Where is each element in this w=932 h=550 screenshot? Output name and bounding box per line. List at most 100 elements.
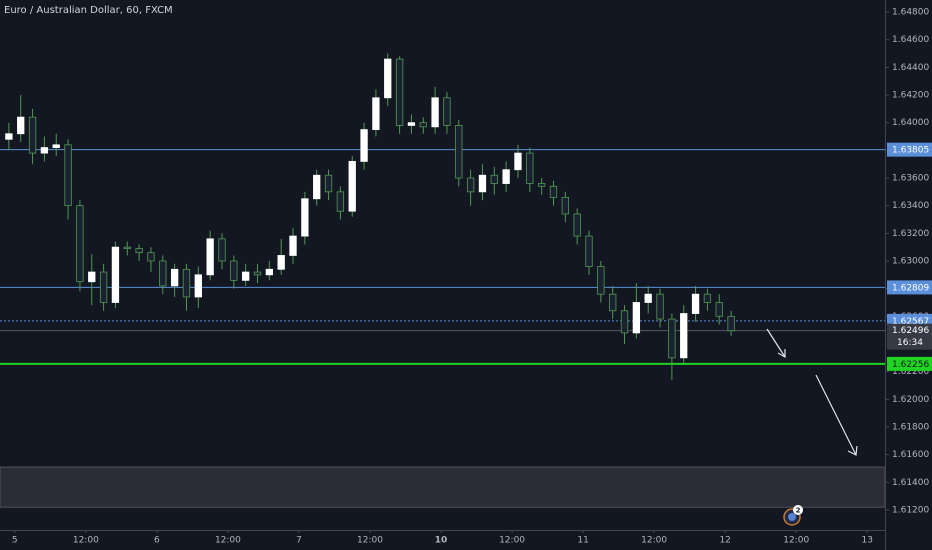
candle-body — [372, 97, 380, 130]
candle-body — [691, 293, 700, 314]
candle-body — [88, 271, 96, 283]
x-tick-label: 12:00 — [783, 536, 809, 546]
candle-body — [99, 271, 108, 303]
candle-body — [159, 260, 167, 287]
y-tick-label: 1.61400 — [892, 478, 929, 488]
level-label-bg — [887, 142, 932, 157]
candle-body — [348, 161, 356, 212]
candle-body — [502, 169, 510, 184]
candle-body — [52, 144, 60, 148]
candle-body — [585, 235, 593, 267]
x-tick-label: 12:00 — [73, 536, 99, 546]
y-tick-label: 1.63400 — [892, 201, 929, 211]
candle-body — [218, 238, 226, 262]
level-label: 1.63805 — [892, 146, 929, 156]
candle-body — [597, 266, 605, 295]
x-tick-label: 12:00 — [215, 536, 241, 546]
candle-body — [715, 302, 723, 317]
candle-body — [573, 213, 581, 237]
candle-body — [384, 58, 392, 99]
level-label-bg — [887, 356, 932, 371]
candle-body — [289, 235, 297, 256]
y-tick-label: 1.61600 — [892, 450, 929, 460]
candle-body — [277, 255, 285, 270]
candle-body — [64, 144, 72, 207]
candle-body — [703, 293, 712, 303]
candle-body — [5, 133, 13, 140]
arrow — [815, 374, 857, 456]
y-tick-label: 1.62200 — [892, 367, 929, 377]
y-tick-label: 1.62000 — [892, 395, 929, 405]
candle-body — [230, 260, 238, 281]
y-tick-label: 1.63000 — [892, 256, 929, 266]
candle-body — [182, 268, 191, 298]
arrow-head — [847, 445, 858, 456]
candle-body — [253, 271, 262, 276]
candle-body — [395, 58, 404, 126]
idea-badge[interactable]: 2 — [783, 505, 803, 526]
candle-body — [419, 122, 427, 128]
chart-title: Euro / Australian Dollar, 60, FXCM — [4, 5, 173, 16]
candle-body — [336, 191, 345, 212]
candle-body — [549, 185, 558, 198]
x-tick-label: 5 — [12, 536, 18, 546]
candle-body — [76, 205, 84, 283]
candle-body — [526, 152, 534, 184]
y-tick-label: 1.64800 — [892, 8, 929, 18]
candle-body — [609, 293, 617, 312]
level-label: 1.62256 — [892, 360, 929, 370]
x-tick-label: 11 — [577, 536, 588, 546]
y-tick-label: 1.64400 — [892, 63, 929, 73]
countdown-label: 16:34 — [897, 338, 923, 348]
candle-body — [514, 152, 522, 171]
candle-body — [301, 198, 309, 237]
arrow — [766, 328, 786, 358]
candle-body — [466, 177, 475, 193]
candle-body — [170, 268, 179, 287]
candle-body — [407, 122, 416, 126]
y-tick-label: 1.63200 — [892, 229, 929, 239]
candle-body — [194, 274, 202, 298]
y-tick-label: 1.63600 — [892, 174, 929, 184]
y-tick-label: 1.61200 — [892, 505, 929, 515]
candle-body — [123, 246, 131, 249]
projection-arrows — [766, 328, 858, 456]
y-tick-label: 1.61800 — [892, 422, 929, 432]
badge-count: 2 — [796, 507, 801, 515]
candle-body — [478, 174, 487, 193]
candle-body — [644, 293, 652, 303]
level-label: 1.62567 — [892, 317, 929, 327]
x-tick-label: 7 — [296, 536, 302, 546]
level-label: 1.62809 — [892, 283, 929, 293]
candle-body — [360, 129, 368, 162]
x-tick-label: 13 — [862, 536, 873, 546]
candle-body — [537, 183, 546, 187]
candle-body — [17, 116, 25, 135]
candle-body — [490, 174, 498, 184]
candle-body — [135, 248, 143, 254]
candle-body — [206, 238, 214, 276]
badge-avatar — [788, 513, 796, 521]
candle-body — [313, 174, 321, 200]
candle-body — [40, 147, 49, 154]
x-tick-label: 12:00 — [499, 536, 525, 546]
candle-body — [680, 313, 688, 359]
last-price-label-bg — [887, 323, 932, 350]
candle-body — [431, 97, 439, 128]
candle-body — [455, 125, 463, 179]
x-tick-label: 12:00 — [357, 536, 383, 546]
candle-body — [443, 97, 451, 126]
candle-body — [147, 252, 155, 262]
candle-body — [111, 246, 120, 303]
x-tick-label: 10 — [435, 536, 448, 546]
y-tick-label: 1.64200 — [892, 91, 929, 101]
candle-body — [561, 196, 569, 215]
zone — [0, 466, 886, 508]
x-tick-label: 6 — [154, 536, 160, 546]
candle-body — [620, 310, 629, 334]
candle-body — [656, 293, 664, 320]
x-tick-label: 12 — [719, 536, 730, 546]
candle-body — [242, 271, 250, 281]
